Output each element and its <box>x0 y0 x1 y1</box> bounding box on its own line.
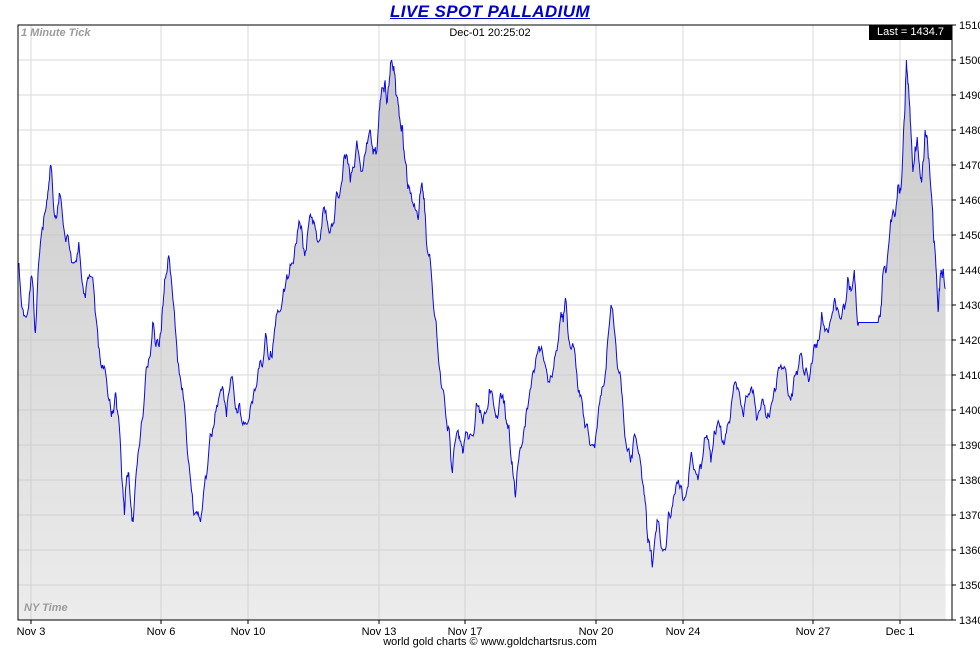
svg-text:Dec 1: Dec 1 <box>886 626 915 638</box>
svg-text:1470: 1470 <box>959 160 980 172</box>
price-line <box>18 59 946 568</box>
tick-interval-label: 1 Minute Tick <box>21 27 91 39</box>
credit-text: world gold charts © www.goldchartsrus.co… <box>383 636 597 648</box>
svg-text:Nov 6: Nov 6 <box>147 626 176 638</box>
svg-text:1420: 1420 <box>959 335 980 347</box>
svg-text:1460: 1460 <box>959 195 980 207</box>
svg-text:1350: 1350 <box>959 580 980 592</box>
plot-border <box>17 24 953 621</box>
x-axis-labels: Nov 3 Nov 6 Nov 10 Nov 13 Nov 17 Nov 20 Nov 24… <box>17 626 915 638</box>
timestamp-label: Dec-01 20:25:02 <box>449 27 531 39</box>
svg-text:1480: 1480 <box>959 125 980 137</box>
svg-text:1340: 1340 <box>959 615 980 627</box>
svg-text:1510: 1510 <box>959 20 980 32</box>
svg-text:1390: 1390 <box>959 440 980 452</box>
svg-text:1450: 1450 <box>959 230 980 242</box>
svg-text:1380: 1380 <box>959 475 980 487</box>
svg-text:Nov 17: Nov 17 <box>448 626 483 638</box>
svg-text:Nov 20: Nov 20 <box>579 626 614 638</box>
svg-text:Nov 13: Nov 13 <box>362 626 397 638</box>
svg-text:Nov 27: Nov 27 <box>796 626 831 638</box>
svg-text:1400: 1400 <box>959 405 980 417</box>
svg-text:1410: 1410 <box>959 370 980 382</box>
svg-text:1440: 1440 <box>959 265 980 277</box>
svg-text:Nov 24: Nov 24 <box>666 626 701 638</box>
axis-ticks <box>30 24 956 624</box>
y-axis-labels: 1340 1350 1360 1370 1380 1390 1400 1410 1420 1430… <box>959 20 980 627</box>
svg-text:Nov 3: Nov 3 <box>17 626 46 638</box>
svg-text:Nov 10: Nov 10 <box>231 626 266 638</box>
timezone-label: NY Time <box>24 602 68 614</box>
gridlines <box>18 24 952 621</box>
page-title: LIVE SPOT PALLADIUM <box>390 2 590 21</box>
svg-text:1370: 1370 <box>959 510 980 522</box>
svg-text:1500: 1500 <box>959 55 980 67</box>
svg-text:1360: 1360 <box>959 545 980 557</box>
svg-text:1490: 1490 <box>959 90 980 102</box>
last-price-badge: Last = 1434.7 <box>869 25 952 40</box>
svg-text:1430: 1430 <box>959 300 980 312</box>
